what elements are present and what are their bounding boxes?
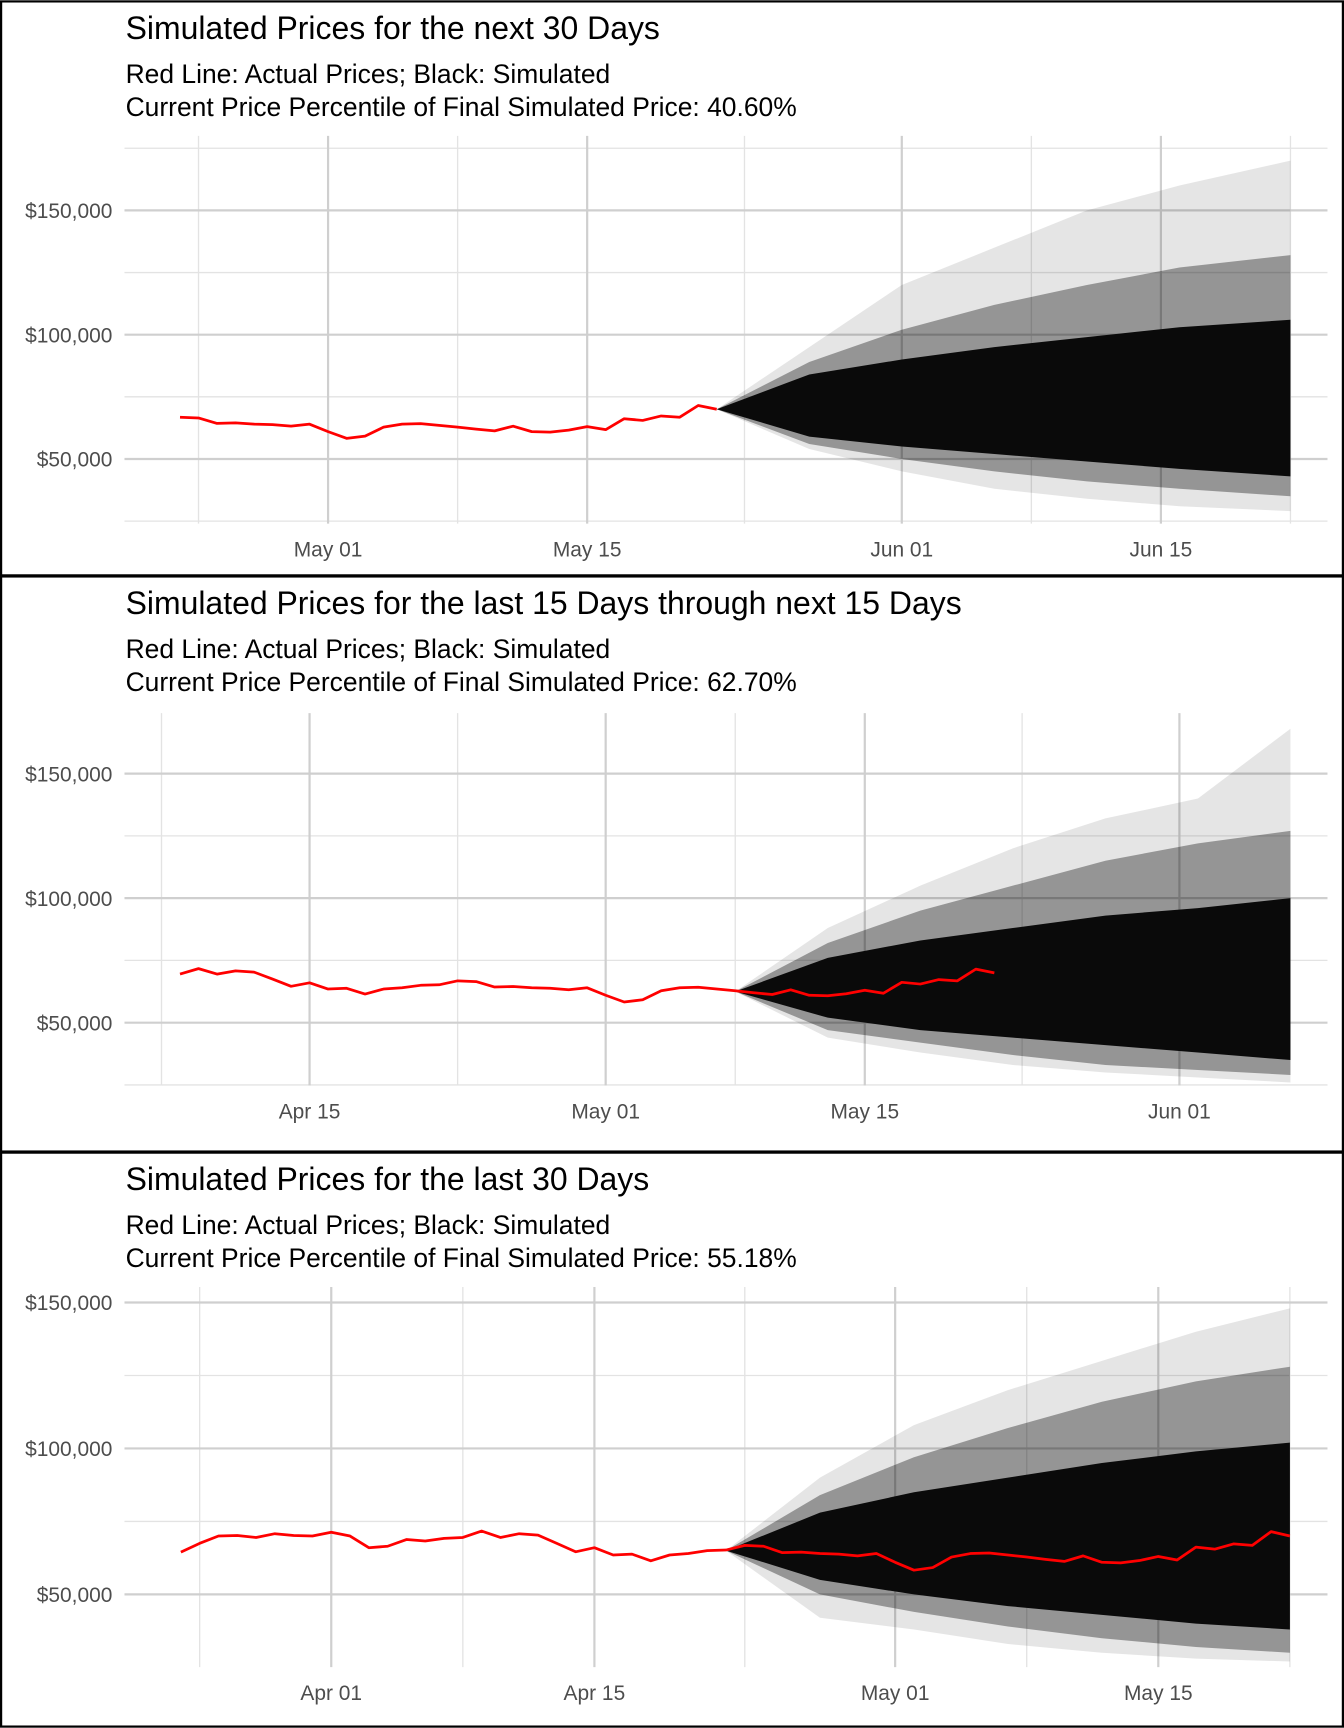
chart-subtitle: Red Line: Actual Prices; Black: Simulate…: [126, 1210, 611, 1240]
y-tick-label: $150,000: [25, 200, 112, 223]
x-tick-label: May 01: [571, 1100, 640, 1123]
panel: Simulated Prices for the next 30 Days Red…: [0, 0, 1344, 577]
x-tick-label: May 15: [1124, 1682, 1193, 1705]
simulated-band: [735, 898, 1291, 1061]
chart-subtitle: Current Price Percentile of Final Simula…: [126, 667, 797, 697]
y-tick-label: $100,000: [25, 324, 112, 347]
y-tick-label: $100,000: [25, 888, 112, 911]
chart-title: Simulated Prices for the last 30 Days: [126, 1161, 650, 1197]
chart-subtitle: Current Price Percentile of Final Simula…: [126, 92, 797, 122]
x-tick-label: Apr 01: [300, 1682, 362, 1705]
chart-title: Simulated Prices for the next 30 Days: [126, 10, 660, 46]
y-tick-label: $150,000: [25, 763, 112, 786]
chart-subtitle: Current Price Percentile of Final Simula…: [126, 1243, 797, 1273]
panel-border: [0, 1151, 1344, 1728]
panel: Simulated Prices for the last 30 Days Red…: [0, 1151, 1344, 1728]
chart-subtitle: Red Line: Actual Prices; Black: Simulate…: [126, 59, 611, 89]
actual-price-line: [179, 967, 995, 1004]
actual-price-line: [179, 404, 717, 440]
y-tick-label: $50,000: [37, 1584, 113, 1607]
chart-title: Simulated Prices for the last 15 Days th…: [126, 585, 962, 621]
chart-subtitle: Red Line: Actual Prices; Black: Simulate…: [126, 634, 611, 664]
x-tick-label: Apr 15: [279, 1100, 341, 1123]
x-tick-label: May 01: [861, 1682, 930, 1705]
x-tick-label: May 15: [830, 1100, 899, 1123]
simulated-band: [716, 319, 1291, 477]
y-tick-label: $50,000: [37, 449, 113, 472]
actual-price-line: [180, 1529, 1291, 1572]
x-tick-label: Jun 15: [1129, 539, 1192, 562]
panel: Simulated Prices for the last 15 Days th…: [0, 575, 1344, 1153]
x-tick-label: May 01: [294, 539, 363, 562]
x-tick-label: Jun 01: [1148, 1100, 1211, 1123]
x-tick-label: May 15: [553, 539, 622, 562]
y-tick-label: $50,000: [37, 1012, 113, 1035]
y-tick-label: $150,000: [25, 1292, 112, 1315]
y-tick-label: $100,000: [25, 1438, 112, 1461]
x-tick-label: Jun 01: [870, 539, 933, 562]
simulated-band: [725, 1442, 1290, 1630]
x-tick-label: Apr 15: [564, 1682, 626, 1705]
